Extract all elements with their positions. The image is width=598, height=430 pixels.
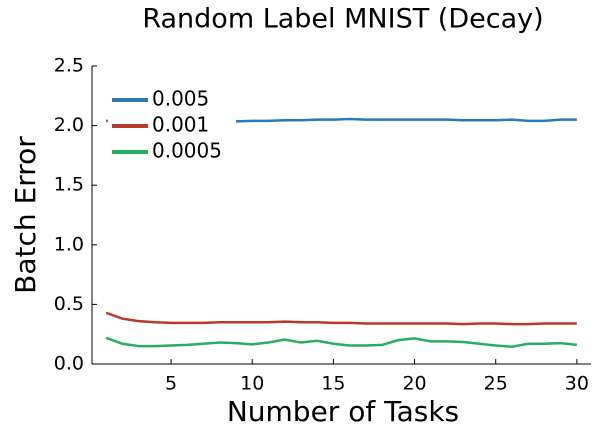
legend-label: 0.0005: [152, 139, 222, 163]
x-axis-label: Number of Tasks: [227, 395, 459, 428]
x-tick-label: 25: [484, 373, 508, 395]
chart-title: Random Label MNIST (Decay): [142, 4, 543, 35]
y-tick-label: 2.0: [54, 114, 84, 136]
y-tick-label: 2.5: [54, 55, 84, 77]
y-tick-label: 1.5: [54, 174, 84, 196]
y-tick-label: 0.0: [54, 353, 84, 375]
y-tick-label: 1.0: [54, 233, 84, 255]
x-tick-label: 20: [402, 373, 426, 395]
legend-label: 0.001: [152, 113, 209, 137]
series-line: [105, 336, 578, 348]
x-tick-label: 5: [165, 373, 177, 395]
y-axis-label: Batch Error: [9, 136, 42, 294]
series-line: [105, 311, 577, 326]
y-tick-label: 0.5: [54, 293, 84, 315]
x-tick-label: 15: [321, 373, 345, 395]
x-tick-label: 30: [565, 373, 589, 395]
legend-label: 0.005: [152, 87, 209, 111]
x-tick-label: 10: [240, 373, 264, 395]
